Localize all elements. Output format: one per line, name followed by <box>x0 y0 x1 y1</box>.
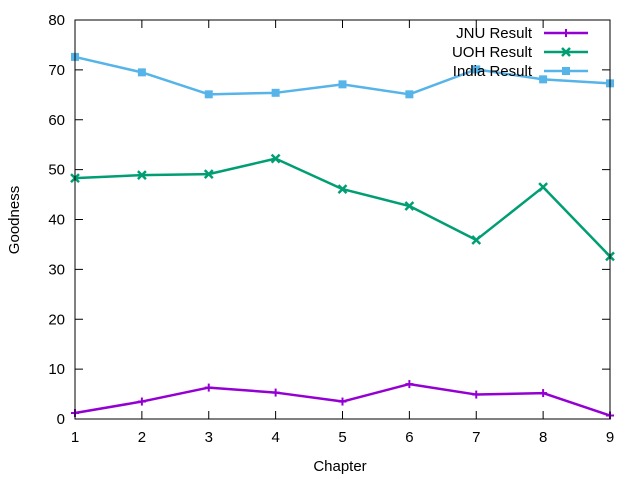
legend-label-jnu-result: JNU Result <box>456 25 533 42</box>
data-point-jnu-result <box>539 389 548 398</box>
x-tick-label: 4 <box>271 429 279 446</box>
data-point-uoh-result <box>471 235 482 245</box>
data-point-uoh-result <box>404 201 415 211</box>
data-point-india-result <box>271 88 280 97</box>
y-tick-label: 20 <box>48 311 65 328</box>
x-tick-label: 2 <box>138 429 146 446</box>
x-axis-title: Chapter <box>313 458 366 475</box>
data-point-uoh-result <box>270 153 281 164</box>
data-point-jnu-result <box>338 397 347 406</box>
y-tick-label: 60 <box>48 112 65 129</box>
y-tick-label: 70 <box>48 62 65 79</box>
x-tick-label: 9 <box>606 429 614 446</box>
data-point-uoh-result <box>136 170 147 180</box>
x-tick-label: 1 <box>71 429 79 446</box>
legend: JNU Result UOH Result India Result <box>452 25 588 80</box>
y-tick-label: 10 <box>48 361 65 378</box>
data-point-uoh-result <box>538 182 549 192</box>
data-point-india-result <box>472 65 481 74</box>
legend-label-uoh-result: UOH Result <box>452 44 533 61</box>
data-point-uoh-result <box>203 169 214 179</box>
data-point-jnu-result <box>271 388 280 397</box>
legend-marker-india-result <box>562 67 570 75</box>
data-point-india-result <box>539 75 548 84</box>
data-point-jnu-result <box>472 390 481 399</box>
data-point-jnu-result <box>204 383 213 392</box>
x-tick-label: 8 <box>539 429 547 446</box>
data-point-india-result <box>338 80 347 89</box>
x-tick-label: 6 <box>405 429 413 446</box>
legend-marker-jnu-result <box>562 29 570 37</box>
y-axis-title: Goodness <box>6 186 23 254</box>
data-point-india-result <box>137 68 146 77</box>
y-tick-label: 0 <box>57 411 65 428</box>
data-point-uoh-result <box>337 184 348 194</box>
axis-ticks: 0 10 20 30 40 50 60 70 80 1 2 3 4 5 6 7 8 9 <box>48 12 614 446</box>
legend-label-india-result: India Result <box>453 63 533 80</box>
x-tick-label: 7 <box>472 429 480 446</box>
legend-marker-uoh-result <box>561 47 571 57</box>
y-tick-label: 50 <box>48 162 65 179</box>
x-tick-label: 5 <box>338 429 346 446</box>
y-tick-label: 30 <box>48 261 65 278</box>
y-tick-label: 40 <box>48 212 65 229</box>
data-point-jnu-result <box>405 380 414 389</box>
data-point-jnu-result <box>137 397 146 406</box>
data-point-india-result <box>405 90 414 99</box>
y-tick-label: 80 <box>48 12 65 29</box>
x-tick-label: 3 <box>205 429 213 446</box>
data-point-india-result <box>204 90 213 99</box>
